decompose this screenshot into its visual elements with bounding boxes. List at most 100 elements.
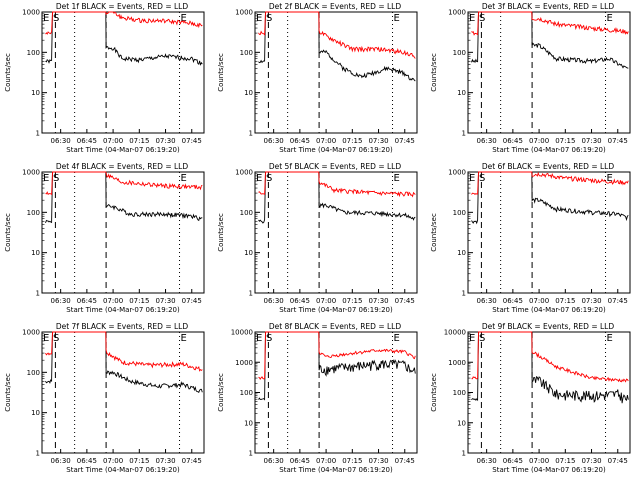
x-tick-label: 07:30	[368, 297, 388, 305]
x-axis-label: Start Time (04-Mar-07 06:19:20)	[492, 466, 606, 474]
marker-s: S	[479, 333, 485, 344]
x-tick-label: 07:00	[529, 137, 549, 145]
lld-series-line	[471, 331, 629, 383]
y-axis-label: Counts/sec	[217, 53, 225, 92]
x-axis-label: Start Time (04-Mar-07 06:19:20)	[279, 466, 393, 474]
y-axis-label: Counts/sec	[4, 53, 12, 92]
y-tick-label: 1000	[448, 9, 466, 17]
y-tick-label: 1000	[235, 359, 253, 367]
x-tick-label: 07:30	[581, 297, 601, 305]
marker-s: S	[53, 333, 59, 344]
x-tick-label: 06:30	[264, 137, 284, 145]
panel-title: Det 9f BLACK = Events, RED = LLD	[482, 322, 615, 331]
y-axis-label: Counts/sec	[430, 213, 438, 252]
x-tick-label: 06:30	[51, 297, 71, 305]
x-tick-label: 07:00	[316, 457, 336, 465]
marker-e-left: E	[469, 333, 475, 344]
y-tick-label: 1	[36, 450, 40, 458]
x-axis-label: Start Time (04-Mar-07 06:19:20)	[279, 306, 393, 314]
y-tick-label: 1	[462, 130, 466, 138]
y-tick-label: 10	[31, 89, 40, 97]
marker-e-left: E	[43, 173, 49, 184]
events-series-line	[258, 171, 416, 224]
y-tick-label: 1	[462, 450, 466, 458]
x-tick-label: 06:45	[503, 297, 523, 305]
x-tick-label: 07:45	[395, 457, 415, 465]
y-tick-label: 100	[27, 209, 40, 217]
lld-series-line	[45, 11, 203, 35]
detector-panel: Det 4f BLACK = Events, RED = LLD 1 10 100 10…	[4, 162, 205, 314]
marker-s: S	[479, 173, 485, 184]
y-axis-label: Counts/sec	[217, 213, 225, 252]
x-tick-label: 06:30	[477, 297, 497, 305]
x-tick-label: 07:30	[155, 297, 175, 305]
plot-frame	[41, 171, 205, 294]
marker-e-left: E	[43, 13, 49, 24]
lld-series-line	[471, 171, 629, 196]
marker-e-left: E	[43, 333, 49, 344]
y-tick-label: 10	[244, 89, 253, 97]
x-tick-label: 06:45	[290, 457, 310, 465]
x-tick-label: 06:45	[503, 457, 523, 465]
x-tick-label: 07:45	[182, 137, 202, 145]
x-tick-label: 07:15	[342, 457, 362, 465]
marker-e-right: E	[394, 173, 400, 184]
marker-e-right: E	[181, 333, 187, 344]
y-tick-label: 10	[31, 409, 40, 417]
x-tick-label: 06:45	[77, 297, 97, 305]
y-tick-label: 1	[249, 450, 253, 458]
events-series-line	[471, 331, 629, 404]
y-tick-label: 1	[36, 130, 40, 138]
y-tick-label: 1	[462, 290, 466, 298]
x-tick-label: 07:45	[182, 457, 202, 465]
y-tick-label: 10	[244, 419, 253, 427]
x-tick-label: 07:15	[129, 297, 149, 305]
panel-title: Det 4f BLACK = Events, RED = LLD	[56, 162, 189, 171]
lld-series-line	[258, 171, 416, 198]
x-tick-label: 06:30	[477, 457, 497, 465]
y-tick-label: 1000	[235, 9, 253, 17]
x-tick-label: 07:45	[395, 137, 415, 145]
y-tick-label: 10	[457, 419, 466, 427]
marker-e-left: E	[256, 13, 262, 24]
x-tick-label: 07:30	[155, 457, 175, 465]
y-tick-label: 100	[240, 389, 253, 397]
y-tick-label: 100	[240, 209, 253, 217]
x-tick-label: 07:30	[581, 457, 601, 465]
y-tick-label: 10000	[444, 329, 466, 337]
panel-title: Det 3f BLACK = Events, RED = LLD	[482, 2, 615, 11]
detector-panel: Det 1f BLACK = Events, RED = LLD 1 10 100 10…	[4, 2, 205, 154]
y-tick-label: 10000	[231, 329, 253, 337]
x-tick-label: 06:45	[503, 137, 523, 145]
marker-e-left: E	[469, 173, 475, 184]
detector-panel: Det 7f BLACK = Events, RED = LLD 1 10 100 10…	[4, 322, 205, 474]
x-axis-label: Start Time (04-Mar-07 06:19:20)	[492, 306, 606, 314]
y-tick-label: 1000	[448, 169, 466, 177]
marker-e-right: E	[607, 173, 613, 184]
panel-title: Det 5f BLACK = Events, RED = LLD	[269, 162, 402, 171]
y-axis-label: Counts/sec	[4, 213, 12, 252]
marker-e-left: E	[256, 333, 262, 344]
y-tick-label: 100	[453, 389, 466, 397]
events-series-line	[45, 11, 203, 66]
lld-series-line	[258, 11, 416, 59]
events-series-line	[258, 11, 416, 82]
marker-e-right: E	[394, 13, 400, 24]
x-tick-label: 06:30	[264, 297, 284, 305]
lld-series-line	[45, 331, 203, 372]
x-tick-label: 06:45	[290, 297, 310, 305]
detector-panel: Det 9f BLACK = Events, RED = LLD 1 10 100 10…	[430, 322, 631, 474]
marker-e-left: E	[469, 13, 475, 24]
x-tick-label: 07:00	[103, 137, 123, 145]
x-tick-label: 06:30	[51, 137, 71, 145]
marker-s: S	[266, 333, 272, 344]
x-axis-label: Start Time (04-Mar-07 06:19:20)	[66, 306, 180, 314]
panel-title: Det 6f BLACK = Events, RED = LLD	[482, 162, 615, 171]
x-tick-label: 07:15	[555, 137, 575, 145]
y-tick-label: 1000	[22, 9, 40, 17]
x-axis-label: Start Time (04-Mar-07 06:19:20)	[279, 146, 393, 154]
x-axis-label: Start Time (04-Mar-07 06:19:20)	[66, 466, 180, 474]
x-tick-label: 07:00	[103, 457, 123, 465]
plot-frame	[254, 171, 418, 294]
